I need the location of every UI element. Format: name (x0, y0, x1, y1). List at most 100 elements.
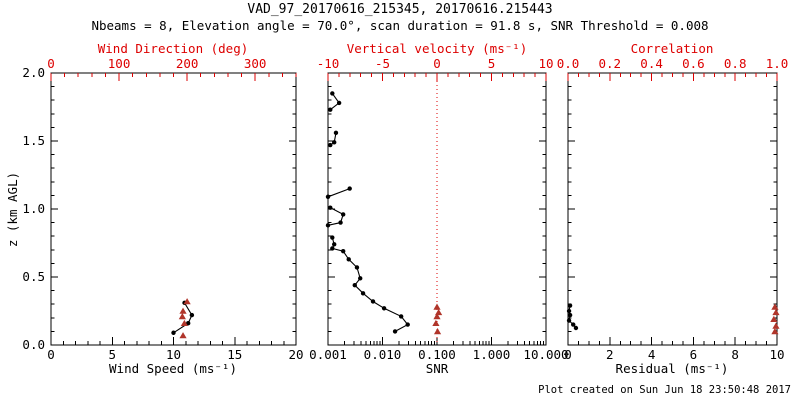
plot-title: VAD_97_20170616_215345, 20170616.215443 (247, 2, 553, 17)
data-point-dot (333, 130, 339, 136)
data-point-triangle (180, 319, 188, 327)
bottom-tick-label: 10.000 (523, 347, 568, 362)
y-tick-label: 1.0 (22, 201, 45, 216)
series-wind-direction-markers (178, 298, 191, 339)
data-point-triangle (771, 303, 779, 310)
bottom-tick-label: 20 (288, 347, 303, 362)
series-snr-profile (325, 91, 410, 334)
series-vertical-velocity-markers (432, 303, 443, 335)
bottom-tick-label: 15 (227, 347, 242, 362)
data-point-dot (330, 91, 335, 96)
data-point-dot (186, 321, 191, 326)
y-tick-label: 0.5 (22, 269, 45, 284)
top-tick-label: 1.0 (766, 56, 789, 71)
data-point-dot (360, 291, 366, 296)
correlation-axis-title: Correlation (630, 41, 714, 56)
bottom-tick-label: 0.001 (309, 347, 347, 362)
data-point-dot (405, 322, 410, 327)
y-axis-label: z (km AGL) (5, 171, 21, 247)
data-point-triangle (772, 308, 780, 316)
data-point-triangle (772, 322, 780, 329)
plot-subtitle: Nbeams = 8, Elevation angle = 70.0°, sca… (91, 18, 709, 33)
data-point-dot (171, 330, 176, 335)
data-point-triangle (433, 303, 441, 310)
bottom-tick-label: 2 (606, 347, 614, 362)
top-tick-label: 0.2 (599, 56, 622, 71)
data-point-dot (328, 205, 333, 210)
wind-direction-axis-title: Wind Direction (deg) (97, 41, 249, 56)
data-point-dot (325, 194, 331, 199)
data-point-dot (330, 235, 335, 240)
data-point-triangle (770, 315, 778, 322)
data-point-dot (340, 248, 346, 254)
bottom-tick-label: 10 (166, 347, 181, 362)
residual-axis-title: Residual (ms⁻¹) (615, 361, 729, 376)
bottom-tick-label: 1.000 (473, 347, 511, 362)
data-point-dot (370, 299, 376, 304)
bottom-tick-label: 0 (47, 347, 55, 362)
data-point-triangle (179, 332, 187, 339)
top-tick-label: 100 (108, 56, 131, 71)
data-point-dot (381, 306, 387, 311)
data-point-triangle (435, 308, 443, 316)
data-point-triangle (433, 313, 441, 320)
data-point-dot (328, 142, 333, 148)
top-tick-label: 0.6 (682, 56, 705, 71)
top-tick-label: 200 (176, 56, 199, 71)
data-point-dot (352, 282, 357, 288)
y-tick-label: 2.0 (22, 65, 45, 80)
data-point-triangle (432, 319, 440, 327)
bottom-tick-label: 5 (108, 347, 116, 362)
y-tick-label: 0.0 (22, 337, 45, 352)
bottom-tick-label: 4 (648, 347, 656, 362)
data-point-dot (340, 212, 346, 217)
data-point-dot (332, 242, 337, 247)
data-point-dot (566, 318, 572, 323)
data-point-dot (346, 257, 351, 262)
panel-residual-frame (567, 72, 778, 346)
data-point-dot (567, 303, 573, 308)
bottom-tick-label: 8 (731, 347, 739, 362)
data-point-dot (354, 265, 360, 270)
data-point-triangle (771, 328, 779, 335)
data-point-dot (358, 276, 363, 281)
data-point-dot (330, 246, 335, 251)
y-tick-label: 1.5 (22, 133, 45, 148)
data-point-dot (328, 107, 333, 112)
data-point-dot (336, 100, 342, 106)
data-point-dot (398, 314, 404, 319)
top-tick-label: 10 (538, 56, 553, 71)
vertical-velocity-axis-title: Vertical velocity (ms⁻¹) (346, 41, 528, 56)
data-point-triangle (178, 313, 186, 320)
data-point-dot (567, 312, 573, 318)
top-tick-label: 0.0 (557, 56, 580, 71)
data-point-dot (347, 186, 352, 191)
panel-residual: 0 2 4 6 8 10 0.0 0.2 0.4 0.6 0.8 1.0 (557, 56, 789, 362)
data-point-triangle (179, 307, 187, 314)
top-tick-label: 0 (433, 56, 441, 71)
top-tick-label: 5 (488, 56, 496, 71)
data-point-triangle (183, 298, 191, 305)
series-correlation-markers (770, 303, 780, 335)
snr-axis-title: SNR (425, 361, 449, 376)
y-axis-label-container: z (km AGL) (0, 73, 26, 345)
top-tick-label: -5 (375, 56, 390, 71)
top-tick-label: 300 (244, 56, 267, 71)
bottom-tick-label: 6 (690, 347, 698, 362)
data-point-dot (189, 312, 195, 318)
top-tick-label: 0 (47, 56, 55, 71)
panel-wind-frame (50, 72, 297, 346)
bottom-tick-label: 0.100 (418, 347, 456, 362)
panel-snr: 0.001 0.010 0.100 1.000 10.000 -10 -5 0 5 10 (309, 56, 568, 362)
data-point-triangle (433, 328, 442, 335)
series-residual-profile (566, 303, 579, 331)
plot-created-timestamp: Plot created on Sun Jun 18 23:50:48 2017 (538, 384, 791, 396)
bottom-tick-label: 0 (564, 347, 572, 362)
data-point-dot (571, 322, 576, 327)
data-point-dot (392, 329, 398, 334)
top-tick-label: 0.4 (640, 56, 663, 71)
bottom-tick-label: 0.010 (364, 347, 402, 362)
